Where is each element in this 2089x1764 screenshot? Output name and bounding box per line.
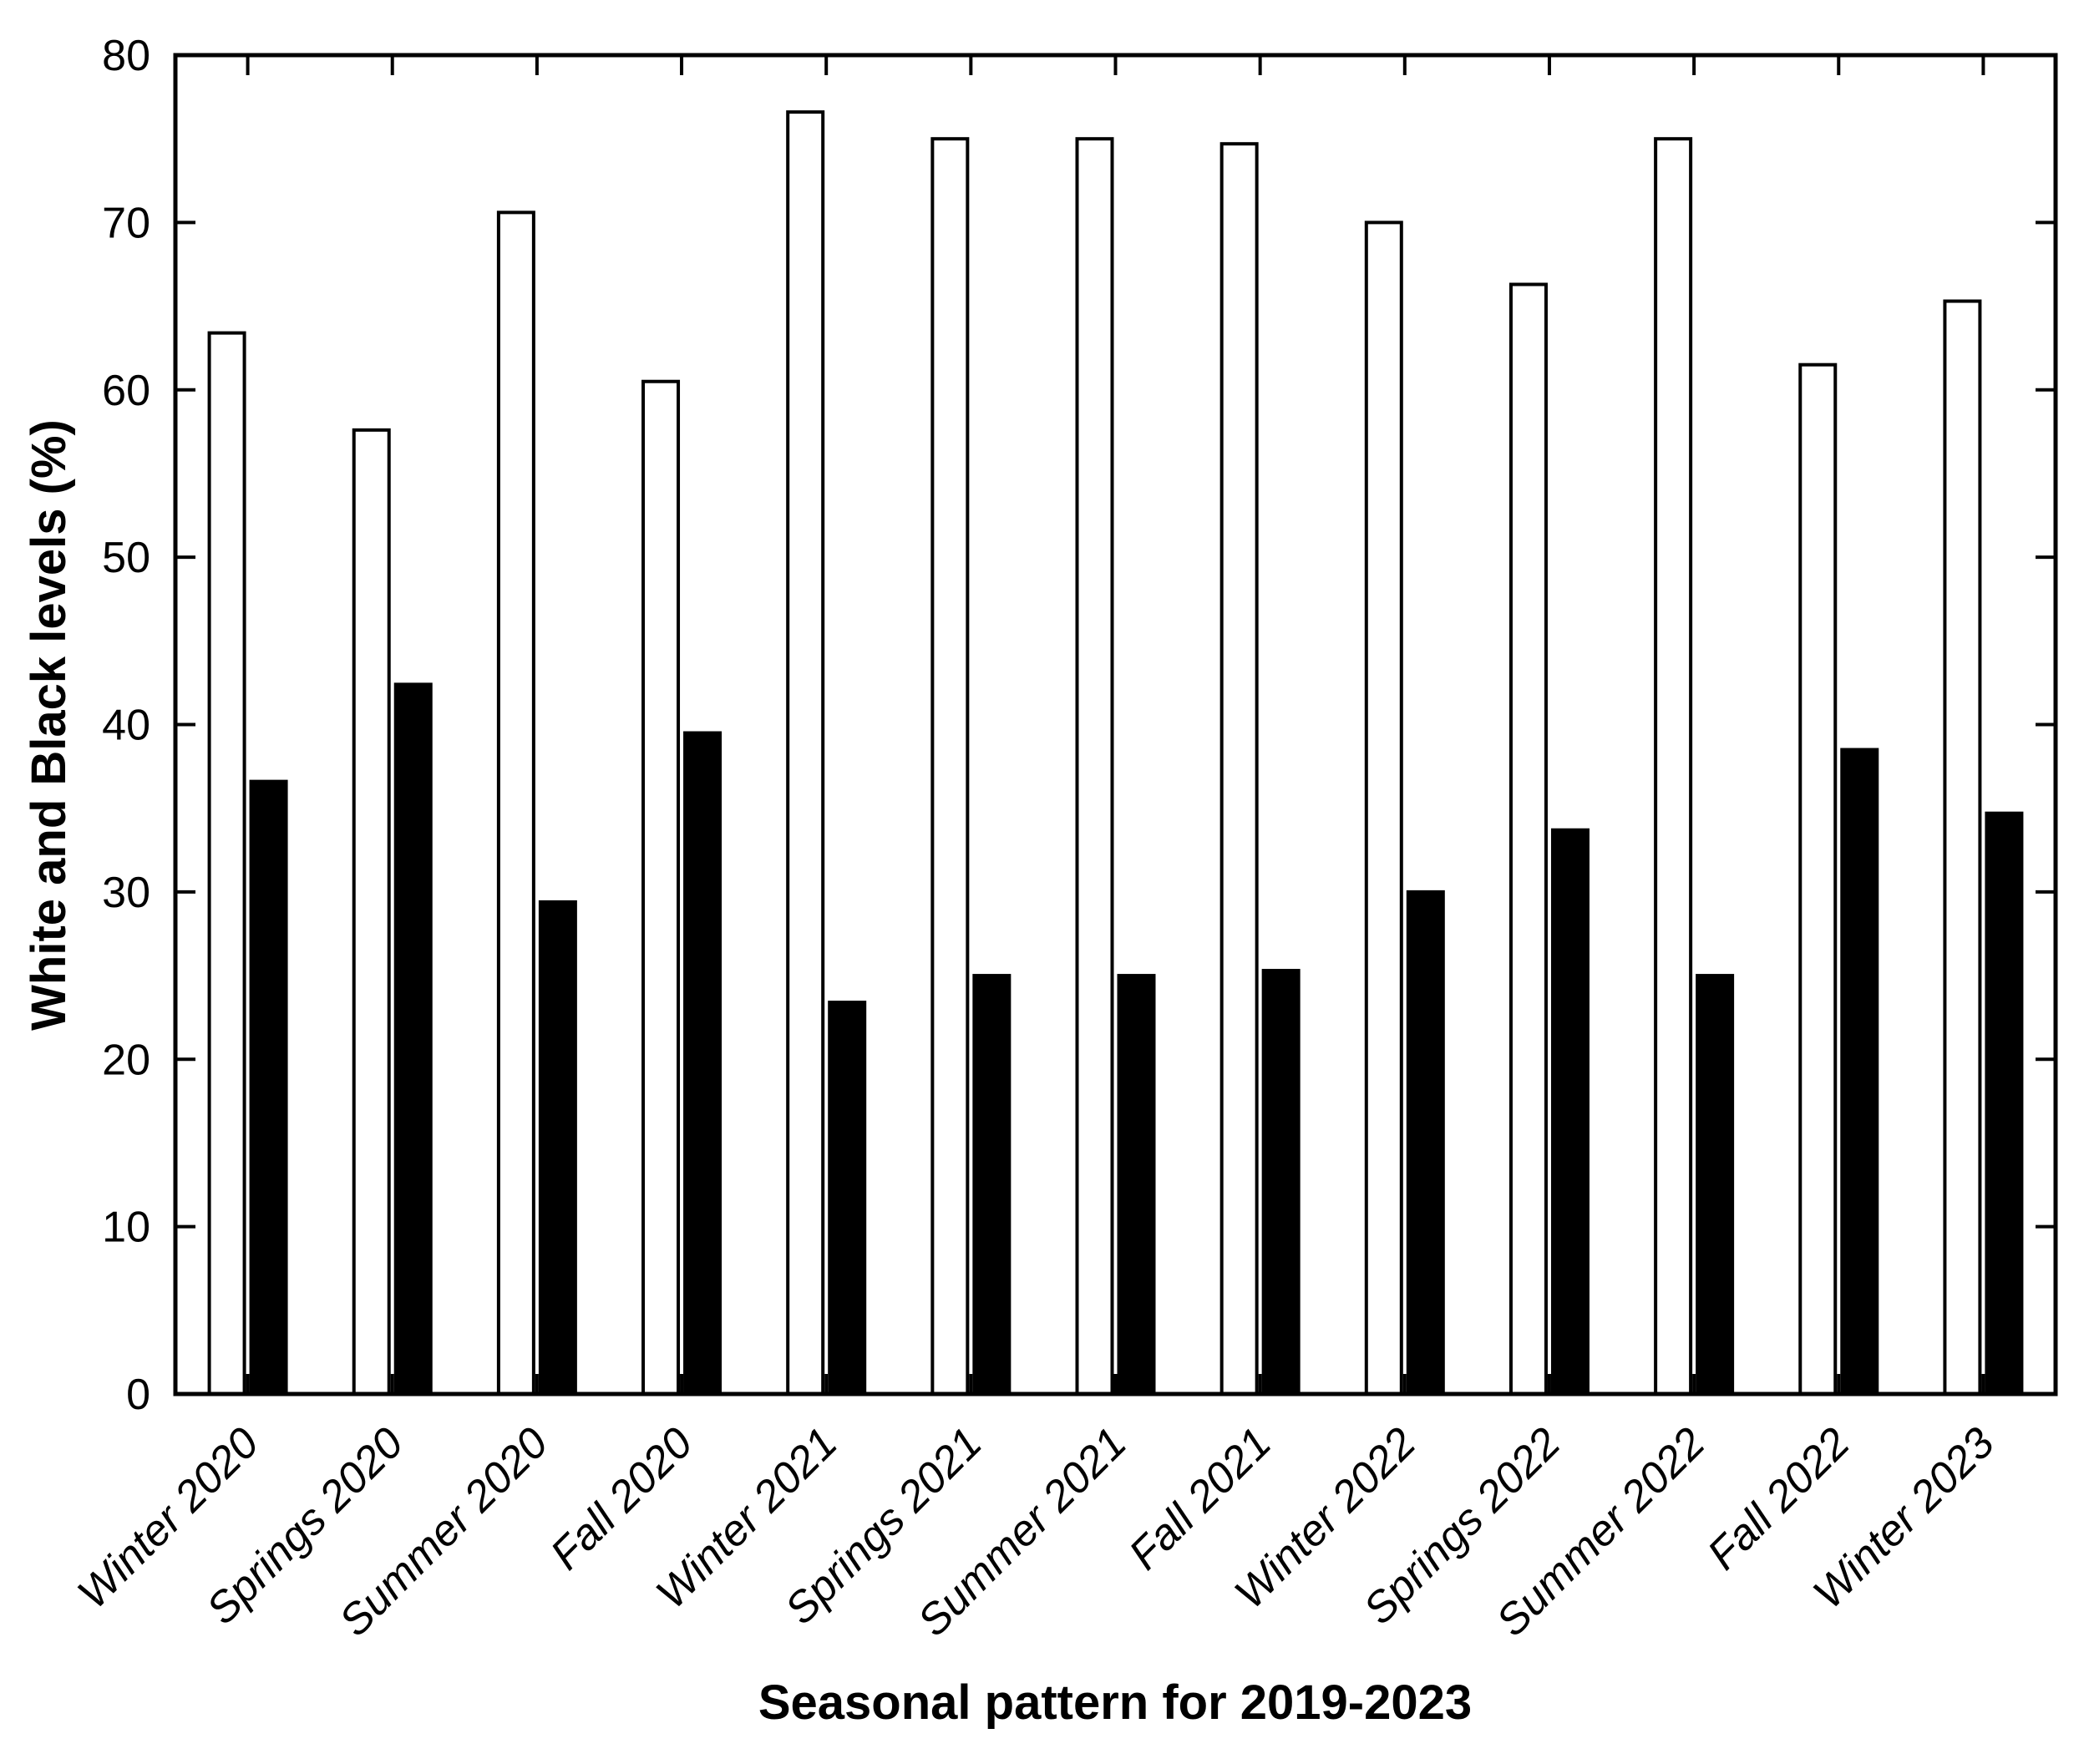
bar-white-5 [786, 110, 825, 1396]
bar-black-7 [1117, 974, 1156, 1396]
bars-layer [207, 110, 2024, 1396]
y-axis-title: White and Black levels (%) [22, 419, 76, 1031]
bar-white-7 [1075, 137, 1114, 1396]
bar-black-10 [1550, 828, 1590, 1396]
y-tick-label: 10 [102, 1204, 150, 1252]
y-tick-label: 50 [102, 534, 150, 582]
bar-black-11 [1696, 974, 1735, 1396]
bar-white-8 [1219, 142, 1259, 1396]
bar-black-8 [1261, 969, 1301, 1396]
y-tick-label: 30 [102, 869, 150, 917]
bar-black-5 [828, 1001, 867, 1396]
y-tick-label: 40 [102, 702, 150, 750]
bar-black-6 [972, 974, 1012, 1396]
bar-black-1 [249, 779, 288, 1396]
bar-black-4 [683, 731, 723, 1396]
y-tick-label: 60 [102, 367, 150, 415]
bar-black-2 [393, 682, 433, 1396]
y-tick-label: 70 [102, 199, 150, 247]
bar-white-12 [1798, 362, 1838, 1396]
bar-white-4 [641, 379, 681, 1396]
axes-layer [173, 53, 2058, 1396]
bar-black-9 [1406, 890, 1445, 1396]
bar-black-12 [1840, 748, 1879, 1396]
bar-white-6 [930, 137, 970, 1396]
x-axis-bottom-ticks [246, 1374, 1985, 1394]
bar-black-13 [1985, 811, 2024, 1396]
bar-black-3 [538, 900, 577, 1396]
bar-white-11 [1654, 137, 1693, 1396]
y-tick-label: 0 [126, 1371, 150, 1419]
bar-white-1 [207, 331, 246, 1396]
bar-white-10 [1508, 282, 1548, 1396]
bar-white-3 [496, 210, 535, 1396]
bar-white-13 [1943, 299, 1982, 1396]
y-tick-label: 20 [102, 1036, 150, 1084]
x-axis-title: Seasonal pattern for 2019-2023 [758, 1675, 1472, 1730]
plot-border [173, 53, 2058, 1396]
y-tick-label: 80 [102, 32, 150, 80]
bar-white-2 [352, 428, 391, 1396]
bar-white-9 [1364, 220, 1403, 1396]
